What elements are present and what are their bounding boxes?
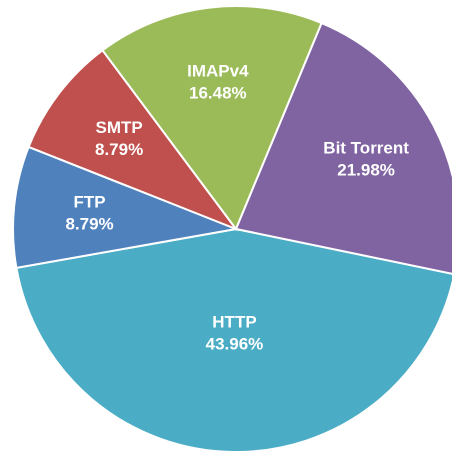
pie-slice: [12, 145, 240, 270]
pie-slice: [101, 5, 323, 232]
pie-slice: [27, 48, 239, 232]
slice-value: 8.79%: [65, 215, 113, 234]
slice-label: HTTP: [212, 312, 256, 331]
pie-slice: [15, 227, 452, 451]
slice-value: 43.96%: [206, 334, 264, 353]
slice-value: 21.98%: [337, 161, 395, 180]
slice-label: SMTP: [95, 118, 142, 137]
slice-label: FTP: [74, 193, 106, 212]
slice-value: 8.79%: [95, 140, 143, 159]
slice-label: IMAPv4: [187, 61, 249, 80]
slice-value: 16.48%: [189, 83, 247, 102]
slice-label: Bit Torrent: [323, 139, 409, 158]
pie-slice: [234, 21, 452, 275]
